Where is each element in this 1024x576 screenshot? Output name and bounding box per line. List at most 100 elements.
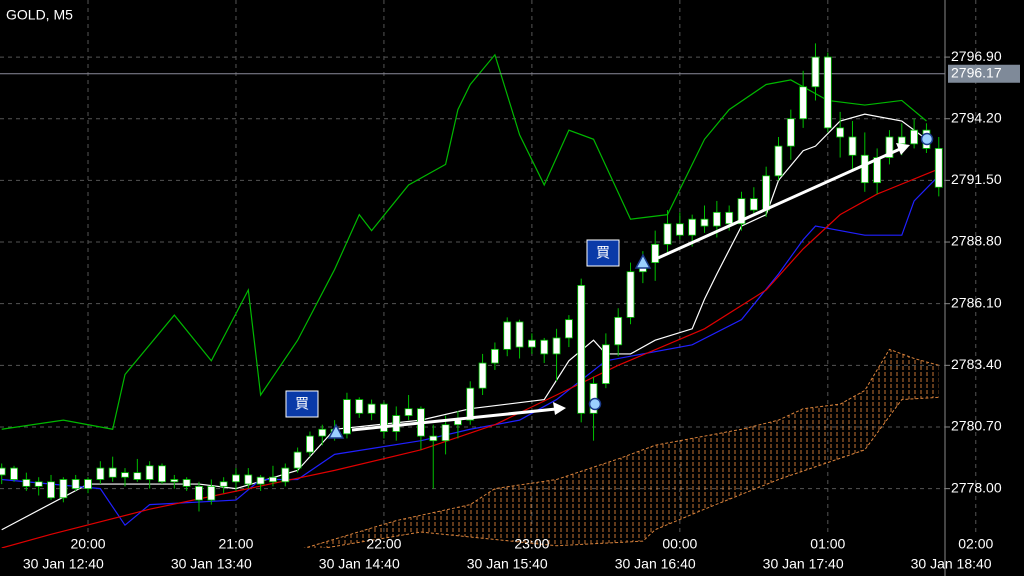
candle-body [848, 136, 857, 156]
candle-body [885, 136, 894, 158]
candle-body [712, 211, 721, 227]
y-tick-label: 2788.80 [951, 233, 1002, 249]
candle-body [725, 211, 734, 225]
candle-body [688, 218, 697, 236]
current-price-box [948, 64, 1020, 83]
candle-body [392, 415, 401, 432]
candle-body [799, 86, 808, 120]
candle-body [84, 479, 92, 490]
candle-body [34, 481, 43, 487]
trade-arrowhead [896, 143, 910, 155]
candle-body [774, 145, 783, 177]
candle-body [737, 198, 746, 225]
candle-body [564, 319, 573, 339]
candle-body [552, 337, 561, 355]
x-tick-label: 00:00 [662, 536, 697, 552]
current-price-label: 2796.17 [951, 64, 1002, 80]
x-tick-label: 21:00 [218, 536, 253, 552]
candle-body [133, 472, 142, 480]
candle-body [466, 387, 475, 421]
x-tick-label: 23:00 [514, 536, 549, 552]
exit-marker [920, 132, 934, 146]
axis: 2796.90 2794.20 2791.50 2788.80 2786.10 2783.… [23, 48, 1020, 572]
candle-body [10, 467, 18, 480]
time-label: 30 Jan 12:40 [23, 556, 104, 572]
candle-body [897, 136, 906, 145]
candle-body [380, 403, 388, 432]
candle-body [96, 467, 105, 480]
candle-body [0, 467, 6, 476]
buy-label[interactable]: 買 [295, 396, 309, 412]
trade-arrow [351, 407, 557, 432]
candle-body [614, 316, 623, 346]
candle-body [540, 339, 549, 355]
y-tick-label: 2780.70 [951, 418, 1002, 434]
entry-marker [327, 423, 345, 439]
candle-body [441, 424, 450, 442]
cloud-span [303, 348, 939, 548]
time-label: 30 Jan 16:40 [615, 556, 696, 572]
indicator-line [1, 168, 940, 548]
candle-body [873, 157, 882, 184]
candle-body [577, 285, 586, 414]
candle-body [478, 362, 487, 389]
candle-body [244, 474, 253, 485]
y-tick-label: 2796.90 [951, 48, 1002, 64]
time-label: 30 Jan 14:40 [319, 556, 400, 572]
candle-body [182, 479, 191, 487]
x-tick-label: 02:00 [958, 536, 993, 552]
exit-marker [588, 397, 602, 411]
cloud-span [321, 396, 939, 548]
y-tick-label: 2786.10 [951, 294, 1002, 310]
time-label: 30 Jan 17:40 [763, 556, 844, 572]
candle-body [675, 223, 684, 236]
time-label: 30 Jan 13:40 [171, 556, 252, 572]
candle-body [811, 56, 820, 88]
candle-body [503, 321, 512, 350]
time-label: 30 Jan 18:40 [911, 556, 992, 572]
grid [0, 0, 977, 535]
candle-body [663, 223, 672, 245]
candle-body [626, 271, 635, 318]
candle-body [429, 435, 438, 442]
candle-body [700, 218, 709, 227]
candle-body [527, 339, 536, 348]
candle-body [860, 154, 869, 184]
candle-body [145, 465, 154, 480]
entry-marker [634, 253, 652, 269]
candle-body [121, 472, 129, 478]
candle-body [158, 465, 166, 483]
x-tick-label: 01:00 [810, 536, 845, 552]
trade-arrow [657, 147, 901, 260]
candle-body [207, 485, 216, 501]
indicator-line [1, 175, 940, 527]
candle-body [515, 321, 524, 348]
buy-label[interactable]: 買 [596, 245, 610, 261]
candle-body [108, 467, 117, 478]
candle-body [306, 435, 314, 453]
candle-body [934, 148, 943, 188]
candle-body [318, 428, 327, 437]
time-label: 30 Jan 15:40 [467, 556, 548, 572]
candle-body [281, 467, 290, 483]
candle-body [823, 56, 832, 129]
trade-markers: 買 買 [285, 132, 934, 439]
candle-body [749, 198, 758, 211]
chart-title: GOLD, M5 [6, 7, 73, 23]
buy-badge[interactable] [285, 390, 319, 418]
candle-body [786, 118, 795, 147]
candle-body [404, 408, 413, 416]
candle-body [71, 479, 80, 490]
candle-body [367, 403, 376, 414]
indicator-line [1, 53, 927, 430]
candle-body [256, 476, 265, 485]
candle-body [490, 348, 499, 364]
cloud-fill [305, 349, 939, 548]
candle-body [910, 129, 919, 145]
candle-body [22, 479, 31, 487]
candle-body [269, 476, 277, 483]
y-tick-label: 2778.00 [951, 479, 1002, 495]
buy-badge[interactable] [586, 239, 620, 267]
candle-body [219, 481, 228, 487]
